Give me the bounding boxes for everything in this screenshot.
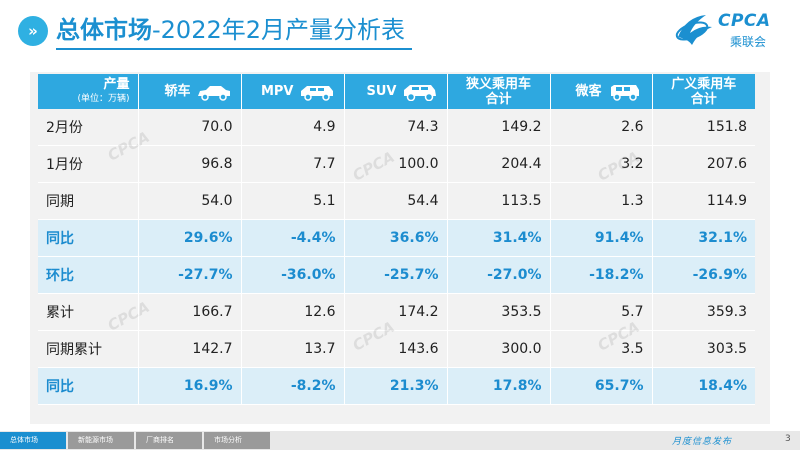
- cell-broad-total: -26.9%: [652, 256, 755, 294]
- cell-narrow-total: 204.4: [447, 145, 551, 183]
- cell-suv: 36.6%: [344, 219, 448, 257]
- cell-minivan: 5.7: [550, 293, 653, 331]
- cell-mpv: 13.7: [241, 330, 345, 368]
- cell-broad-total: 303.5: [652, 330, 755, 368]
- nav-market-analysis[interactable]: 市场分析: [204, 432, 270, 449]
- cell-narrow-total: 17.8%: [447, 367, 551, 405]
- nav-new-energy-market[interactable]: 新能源市场: [68, 432, 134, 449]
- cell-sedan: 29.6%: [138, 219, 242, 257]
- cell-broad-total: 32.1%: [652, 219, 755, 257]
- table-row: 环比 -27.7% -36.0% -25.7% -27.0% -18.2% -26.9%: [38, 256, 755, 294]
- col-header-sedan: 轿车: [138, 74, 242, 109]
- row-label: 同比: [38, 219, 139, 257]
- cell-suv: 174.2: [344, 293, 448, 331]
- cell-suv: 21.3%: [344, 367, 448, 405]
- table-header-row: 产量 (单位：万辆) 轿车 MPV: [38, 74, 755, 109]
- cell-narrow-total: 353.5: [447, 293, 551, 331]
- footer-nav: 总体市场 新能源市场 厂商排名 市场分析: [0, 432, 272, 449]
- cell-suv: 54.4: [344, 182, 448, 220]
- cell-sedan: 96.8: [138, 145, 242, 183]
- page-title: 总体市场-2022年2月产量分析表: [56, 16, 406, 44]
- row-label: 2月份: [38, 109, 139, 146]
- cell-narrow-total: 149.2: [447, 109, 551, 146]
- cell-broad-total: 207.6: [652, 145, 755, 183]
- col-header-mpv: MPV: [241, 74, 345, 109]
- logo-swirl-icon: [675, 15, 712, 45]
- minivan-icon: [610, 84, 639, 101]
- cpca-logo: CPCA 乘联会: [672, 9, 790, 51]
- cell-narrow-total: 31.4%: [447, 219, 551, 257]
- cell-sedan: -27.7%: [138, 256, 242, 294]
- table-row: 同期 54.0 5.1 54.4 113.5 1.3 114.9: [38, 182, 755, 220]
- row-label: 1月份: [38, 145, 139, 183]
- cell-minivan: 91.4%: [550, 219, 653, 257]
- table-row: 累计 166.7 12.6 174.2 353.5 5.7 359.3: [38, 293, 755, 331]
- cell-narrow-total: -27.0%: [447, 256, 551, 294]
- cell-sedan: 54.0: [138, 182, 242, 220]
- unit-header: 产量 (单位：万辆): [38, 74, 139, 109]
- cell-broad-total: 151.8: [652, 109, 755, 146]
- cell-minivan: 65.7%: [550, 367, 653, 405]
- cell-mpv: -36.0%: [241, 256, 345, 294]
- cell-minivan: 1.3: [550, 182, 653, 220]
- cell-mpv: 12.6: [241, 293, 345, 331]
- monthly-release-label: 月度信息发布: [672, 437, 733, 447]
- row-label: 环比: [38, 256, 139, 294]
- table-row: 2月份 70.0 4.9 74.3 149.2 2.6 151.8: [38, 109, 755, 146]
- title-bar: » 总体市场-2022年2月产量分析表 CPCA 乘联会: [0, 0, 800, 58]
- row-label: 累计: [38, 293, 139, 331]
- table-row: 1月份 96.8 7.7 100.0 204.4 3.2 207.6: [38, 145, 755, 183]
- col-header-suv: SUV: [344, 74, 448, 109]
- col-header-broad-total: 广义乘用车 合计: [652, 74, 755, 109]
- col-header-narrow-total: 狭义乘用车 合计: [447, 74, 551, 109]
- cell-minivan: 2.6: [550, 109, 653, 146]
- cell-mpv: -4.4%: [241, 219, 345, 257]
- cell-suv: -25.7%: [344, 256, 448, 294]
- cell-mpv: 4.9: [241, 109, 345, 146]
- cell-suv: 143.6: [344, 330, 448, 368]
- production-table: 产量 (单位：万辆) 轿车 MPV: [38, 74, 755, 405]
- sedan-icon: [197, 85, 230, 101]
- table-row: 同比 16.9% -8.2% 21.3% 17.8% 65.7% 18.4%: [38, 367, 755, 405]
- cell-minivan: 3.2: [550, 145, 653, 183]
- cell-narrow-total: 300.0: [447, 330, 551, 368]
- chevron-icon: »: [18, 16, 48, 46]
- row-label: 同期累计: [38, 330, 139, 368]
- cell-mpv: -8.2%: [241, 367, 345, 405]
- cell-sedan: 16.9%: [138, 367, 242, 405]
- cell-suv: 74.3: [344, 109, 448, 146]
- col-header-minivan: 微客: [550, 74, 653, 109]
- nav-overall-market[interactable]: 总体市场: [0, 432, 66, 449]
- cell-sedan: 142.7: [138, 330, 242, 368]
- table-body: 2月份 70.0 4.9 74.3 149.2 2.6 151.8 1月份 96.8 7.7 100…: [38, 109, 755, 405]
- cell-minivan: -18.2%: [550, 256, 653, 294]
- mpv-icon: [300, 85, 333, 101]
- cell-suv: 100.0: [344, 145, 448, 183]
- page-number: 3: [785, 434, 791, 444]
- cell-mpv: 7.7: [241, 145, 345, 183]
- cell-narrow-total: 113.5: [447, 182, 551, 220]
- table-row: 同期累计 142.7 13.7 143.6 300.0 3.5 303.5: [38, 330, 755, 368]
- cell-sedan: 166.7: [138, 293, 242, 331]
- suv-icon: [403, 84, 436, 101]
- title-underline: [56, 48, 412, 50]
- cell-broad-total: 18.4%: [652, 367, 755, 405]
- cell-minivan: 3.5: [550, 330, 653, 368]
- row-label: 同比: [38, 367, 139, 405]
- row-label: 同期: [38, 182, 139, 220]
- table-row: 同比 29.6% -4.4% 36.6% 31.4% 91.4% 32.1%: [38, 219, 755, 257]
- cell-mpv: 5.1: [241, 182, 345, 220]
- cell-sedan: 70.0: [138, 109, 242, 146]
- nav-manufacturer-ranking[interactable]: 厂商排名: [136, 432, 202, 449]
- cell-broad-total: 114.9: [652, 182, 755, 220]
- cell-broad-total: 359.3: [652, 293, 755, 331]
